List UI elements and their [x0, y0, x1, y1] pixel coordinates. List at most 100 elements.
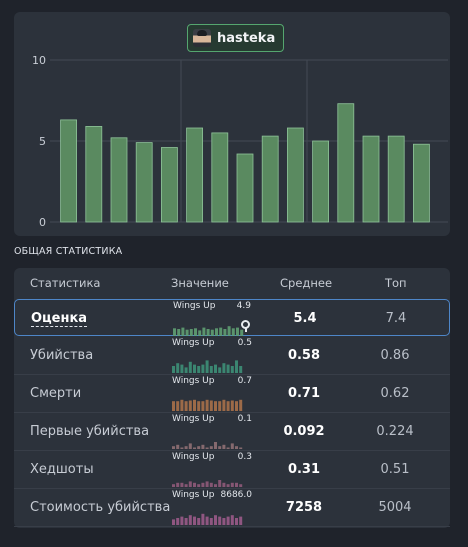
rating-chart-panel: 0 5 10 hasteka — [14, 12, 450, 236]
table-row[interactable]: Хедшоты Wings Up 0.3 0.31 0.51 — [14, 451, 450, 489]
table-row[interactable]: Убийства Wings Up 0.5 0.58 0.86 — [14, 337, 450, 375]
sparkline-bar — [209, 446, 213, 449]
sparkline-bar — [230, 366, 234, 373]
mini-sparkline — [172, 442, 243, 449]
header-stat[interactable]: Статистика — [30, 276, 101, 290]
mini-sparkline — [173, 326, 244, 336]
table-row[interactable]: Оценка Wings Up 4.9 5.4 7.4 — [14, 299, 450, 336]
sparkline-bar — [193, 482, 196, 487]
sparkline-bar — [219, 327, 223, 336]
sparkline-bar — [226, 401, 230, 411]
sparkline-bar — [239, 447, 243, 449]
rating-bar-chart: 0 5 10 — [32, 54, 448, 229]
stat-average: 0.71 — [287, 386, 321, 401]
sparkline-bar — [193, 516, 196, 525]
sparkline-bar — [188, 481, 192, 487]
header-avg[interactable]: Среднее — [280, 276, 333, 290]
sparkline-bar — [184, 367, 188, 373]
mini-label: Wings Up — [172, 490, 215, 500]
sparkline-bar — [231, 328, 235, 336]
chart-bar — [135, 142, 153, 223]
mini-sparkline — [172, 513, 243, 525]
mini-sparkline — [172, 360, 243, 373]
sparkline-bar — [184, 484, 188, 487]
sparkline-bar — [205, 481, 209, 487]
stat-name: Хедшоты — [30, 462, 94, 477]
sparkline-bar — [197, 401, 201, 411]
sparkline-bar — [172, 401, 175, 411]
sparkline-bar — [193, 364, 196, 373]
header-top[interactable]: Топ — [385, 276, 407, 290]
sparkline-bar — [236, 327, 239, 336]
sparkline-bar — [223, 329, 227, 336]
header-value[interactable]: Значение — [171, 276, 229, 290]
table-row[interactable]: Смерти Wings Up 0.7 0.71 0.62 — [14, 375, 450, 413]
sparkline-bar — [180, 364, 184, 373]
stat-top: 7.4 — [385, 311, 407, 326]
chart-bar — [110, 137, 128, 223]
stat-average: 7258 — [285, 500, 323, 515]
table-row[interactable]: Стоимость убийства Wings Up 8686.0 7258 5004 — [14, 489, 450, 527]
sparkline-bar — [188, 515, 192, 525]
sparkline-bar — [230, 482, 234, 487]
sparkline-bar — [218, 516, 222, 525]
sparkline-bar — [185, 329, 189, 336]
table-row[interactable]: Первые убийства Wings Up 0.1 0.092 0.224 — [14, 413, 450, 451]
chart-bar — [286, 127, 304, 223]
stat-name: Оценка — [31, 311, 88, 327]
sparkline-bar — [222, 444, 226, 449]
mini-label: Wings Up — [172, 376, 215, 386]
sparkline-bar — [180, 399, 184, 411]
sparkline-bar — [209, 482, 213, 487]
sparkline-bar — [209, 518, 213, 525]
sparkline-bar — [215, 328, 218, 336]
sparkline-bar — [193, 399, 196, 411]
sparkline-bar — [214, 515, 217, 525]
sparkline-bar — [172, 484, 175, 487]
sparkline-bar — [226, 364, 230, 373]
marker-pin-icon — [241, 320, 250, 332]
player-chip[interactable]: hasteka — [187, 24, 285, 52]
chart-bar — [337, 103, 355, 223]
sparkline-bar — [218, 401, 222, 411]
sparkline-bar — [240, 329, 244, 336]
stat-top: 0.224 — [376, 424, 414, 439]
sparkline-bar — [222, 363, 226, 373]
sparkline-bar — [176, 482, 180, 487]
sparkline-bar — [214, 442, 217, 449]
sparkline-bar — [230, 400, 234, 411]
stat-average: 0.092 — [283, 424, 325, 439]
sparkline-bar — [176, 518, 180, 525]
sparkline-bar — [172, 519, 175, 525]
sparkline-bar — [239, 484, 243, 487]
sparkline-bar — [201, 401, 205, 411]
stat-top: 5004 — [378, 500, 412, 515]
sparkline-bar — [214, 401, 217, 411]
stat-top: 0.86 — [380, 348, 410, 363]
sparkline-bar — [218, 446, 222, 449]
sparkline-bar — [177, 329, 181, 336]
sparkline-bar — [222, 482, 226, 487]
mini-label: Wings Up — [172, 414, 215, 424]
sparkline-bar — [226, 484, 230, 487]
sparkline-bar — [198, 330, 202, 336]
sparkline-bar — [227, 326, 231, 336]
mini-sparkline — [172, 480, 243, 487]
stat-average: 0.31 — [287, 462, 321, 477]
chart-bar — [261, 135, 279, 223]
chart-bar — [85, 126, 103, 223]
sparkline-bar — [184, 401, 188, 411]
sparkline-bar — [205, 399, 209, 411]
sparkline-bar — [205, 447, 209, 449]
stat-top: 0.62 — [380, 386, 410, 401]
mini-value: 4.9 — [236, 301, 251, 311]
mini-label: Wings Up — [173, 301, 216, 311]
stat-average: 0.58 — [287, 348, 321, 363]
mini-value: 0.1 — [237, 414, 252, 424]
sparkline-bar — [239, 366, 243, 373]
sparkline-bar — [180, 482, 184, 487]
sparkline-bar — [222, 399, 226, 411]
stats-table: Статистика Значение Среднее Топ Оценка Wi… — [14, 268, 450, 528]
sparkline-bar — [235, 401, 238, 411]
sparkline-bar — [239, 516, 243, 525]
